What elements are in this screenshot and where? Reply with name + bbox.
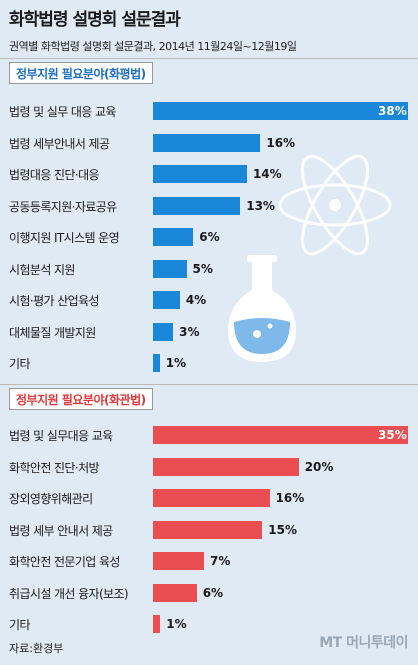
- bar: [153, 615, 161, 633]
- bar: [153, 196, 241, 215]
- value-label: 38%: [378, 104, 407, 118]
- atom-icon: [278, 154, 392, 256]
- category-label: 이행지원 IT시스템 운영: [9, 231, 120, 245]
- value-label: 1%: [166, 617, 187, 631]
- value-label: 16%: [266, 135, 296, 150]
- value-label: 6%: [199, 230, 220, 244]
- divider: [0, 384, 418, 385]
- category-label: 취급시설 개선 융자(보조): [9, 586, 129, 601]
- bar: [153, 583, 197, 602]
- category-label: 법령대응 진단·대응: [9, 168, 100, 182]
- bar: [153, 426, 408, 444]
- category-label: 법령 및 실무 대응 교육: [9, 105, 116, 119]
- source-note: 자료:환경부: [9, 642, 64, 655]
- category-label: 법령 및 실무대응 교육: [9, 429, 113, 443]
- bar: [153, 102, 408, 120]
- value-label: 35%: [378, 428, 407, 442]
- value-label: 5%: [192, 261, 213, 276]
- section-header-hwapyeong: 정부지원 필요분야(화평법): [9, 62, 153, 84]
- bar: [153, 165, 247, 183]
- value-label: 14%: [252, 167, 282, 181]
- category-label: 법령 세부안내서 제공: [9, 136, 110, 151]
- publisher-logo: MT 머니투데이: [319, 635, 408, 651]
- category-label: 기타: [9, 618, 30, 632]
- divider: [0, 58, 418, 59]
- value-label: 1%: [165, 356, 187, 370]
- chart-title: 화학법령 설명회 설문결과: [9, 10, 181, 30]
- bar: [153, 228, 194, 246]
- bar: [153, 489, 270, 507]
- value-label: 15%: [268, 522, 298, 537]
- bar: [153, 133, 261, 152]
- value-label: 6%: [202, 585, 224, 600]
- value-label: 4%: [185, 293, 207, 307]
- bar: [153, 259, 187, 278]
- bar: [153, 291, 180, 309]
- flask-icon: [228, 255, 296, 362]
- bar: [153, 520, 263, 539]
- value-label: 13%: [246, 198, 275, 213]
- category-label: 기타: [9, 357, 30, 371]
- value-label: 16%: [275, 491, 305, 505]
- category-label: 장외영향위해관리: [9, 492, 93, 506]
- value-label: 7%: [210, 554, 231, 568]
- category-label: 법령 세부 안내서 제공: [9, 523, 113, 538]
- category-label: 대체물질 개발지원: [9, 325, 96, 340]
- bar: [153, 457, 299, 476]
- value-label: 3%: [179, 324, 200, 339]
- category-label: 공동등록지원·자료공유: [9, 199, 117, 214]
- category-label: 화학안전 전문기업 육성: [9, 555, 120, 569]
- category-label: 시험·평가 산업육성: [9, 294, 100, 308]
- chart-subtitle: 권역별 화학법령 설명회 설문결과, 2014년 11월24일~12월19일: [9, 40, 297, 53]
- category-label: 시험분석 지원: [9, 262, 75, 277]
- category-label: 화학안전 진단·처방: [9, 460, 100, 475]
- section-header-hwagwan: 정부지원 필요분야(화관법): [9, 388, 153, 410]
- bar: [153, 354, 160, 372]
- value-label: 20%: [304, 459, 334, 474]
- bar: [153, 322, 174, 341]
- bar: [153, 552, 204, 570]
